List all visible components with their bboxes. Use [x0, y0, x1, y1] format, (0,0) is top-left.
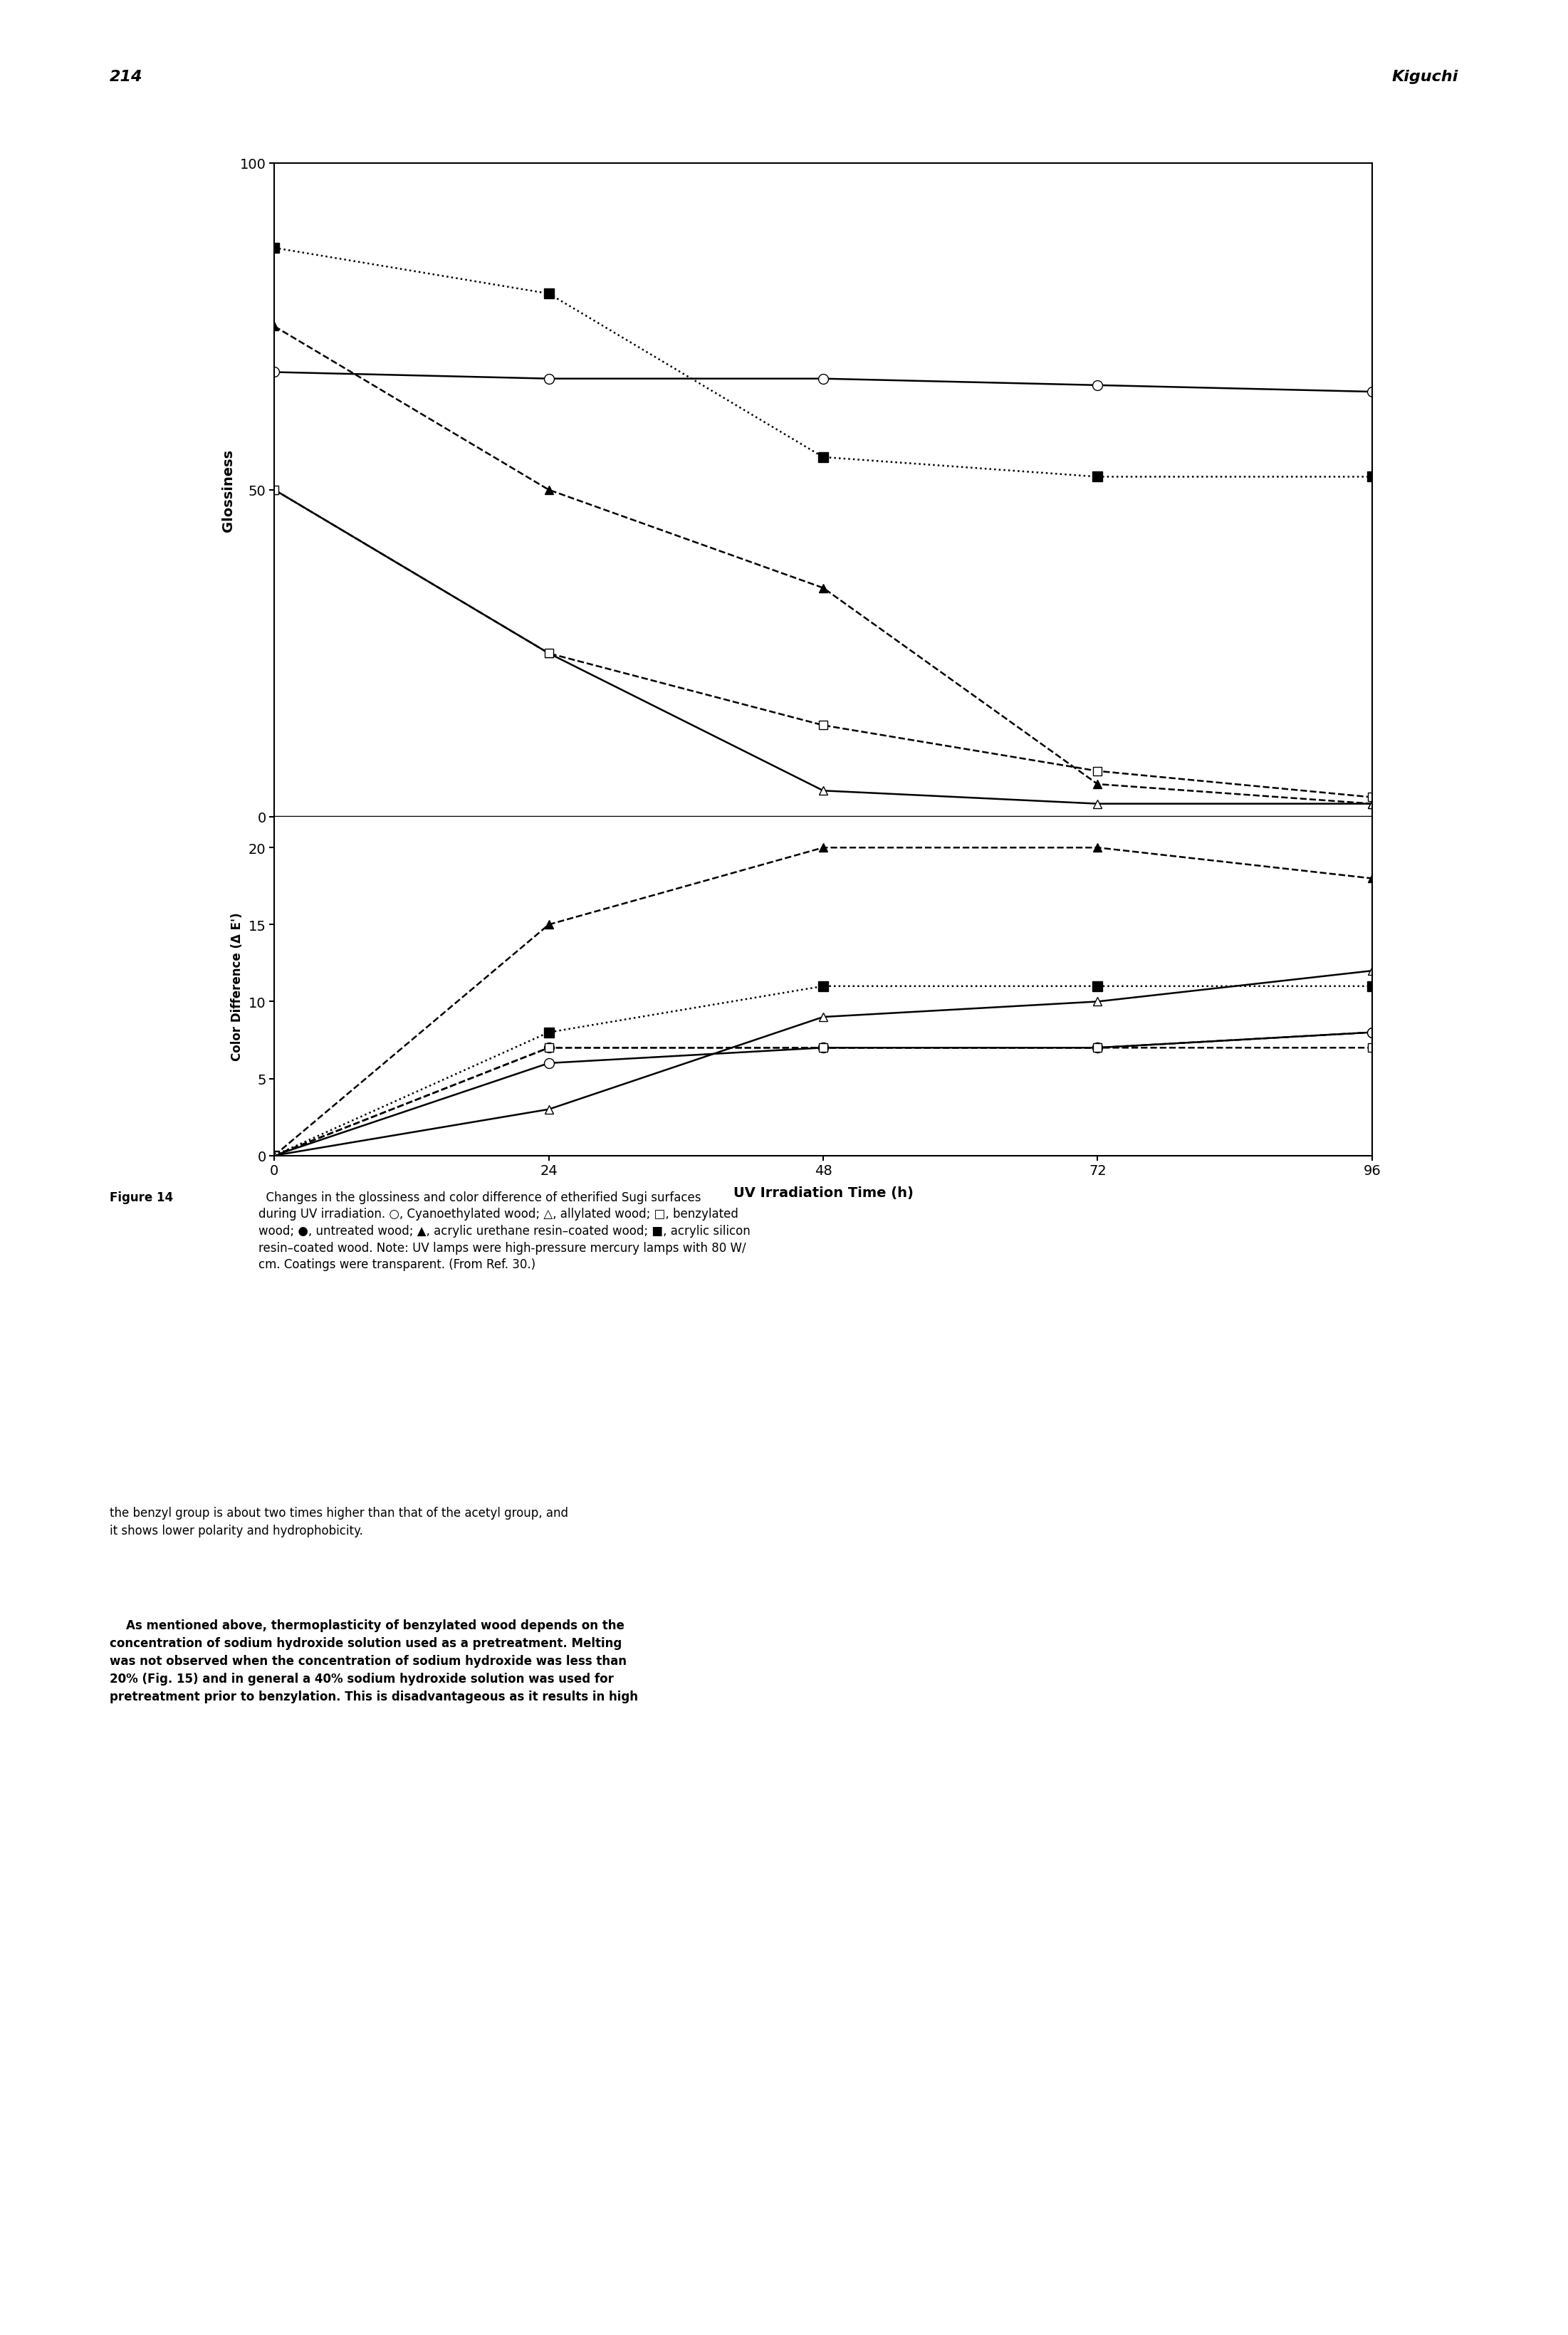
- Text: Kiguchi: Kiguchi: [1392, 70, 1458, 84]
- Y-axis label: Color Difference (Δ E'): Color Difference (Δ E'): [230, 913, 243, 1060]
- Text: 214: 214: [110, 70, 143, 84]
- Text: As mentioned above, thermoplasticity of benzylated wood depends on the
concentra: As mentioned above, thermoplasticity of …: [110, 1618, 638, 1702]
- Text: Figure 14: Figure 14: [110, 1191, 172, 1203]
- Text: Changes in the glossiness and color difference of etherified Sugi surfaces
durin: Changes in the glossiness and color diff…: [259, 1191, 751, 1270]
- X-axis label: UV Irradiation Time (h): UV Irradiation Time (h): [734, 1186, 913, 1200]
- Text: the benzyl group is about two times higher than that of the acetyl group, and
it: the benzyl group is about two times high…: [110, 1506, 568, 1536]
- Y-axis label: Glossiness: Glossiness: [221, 448, 235, 532]
